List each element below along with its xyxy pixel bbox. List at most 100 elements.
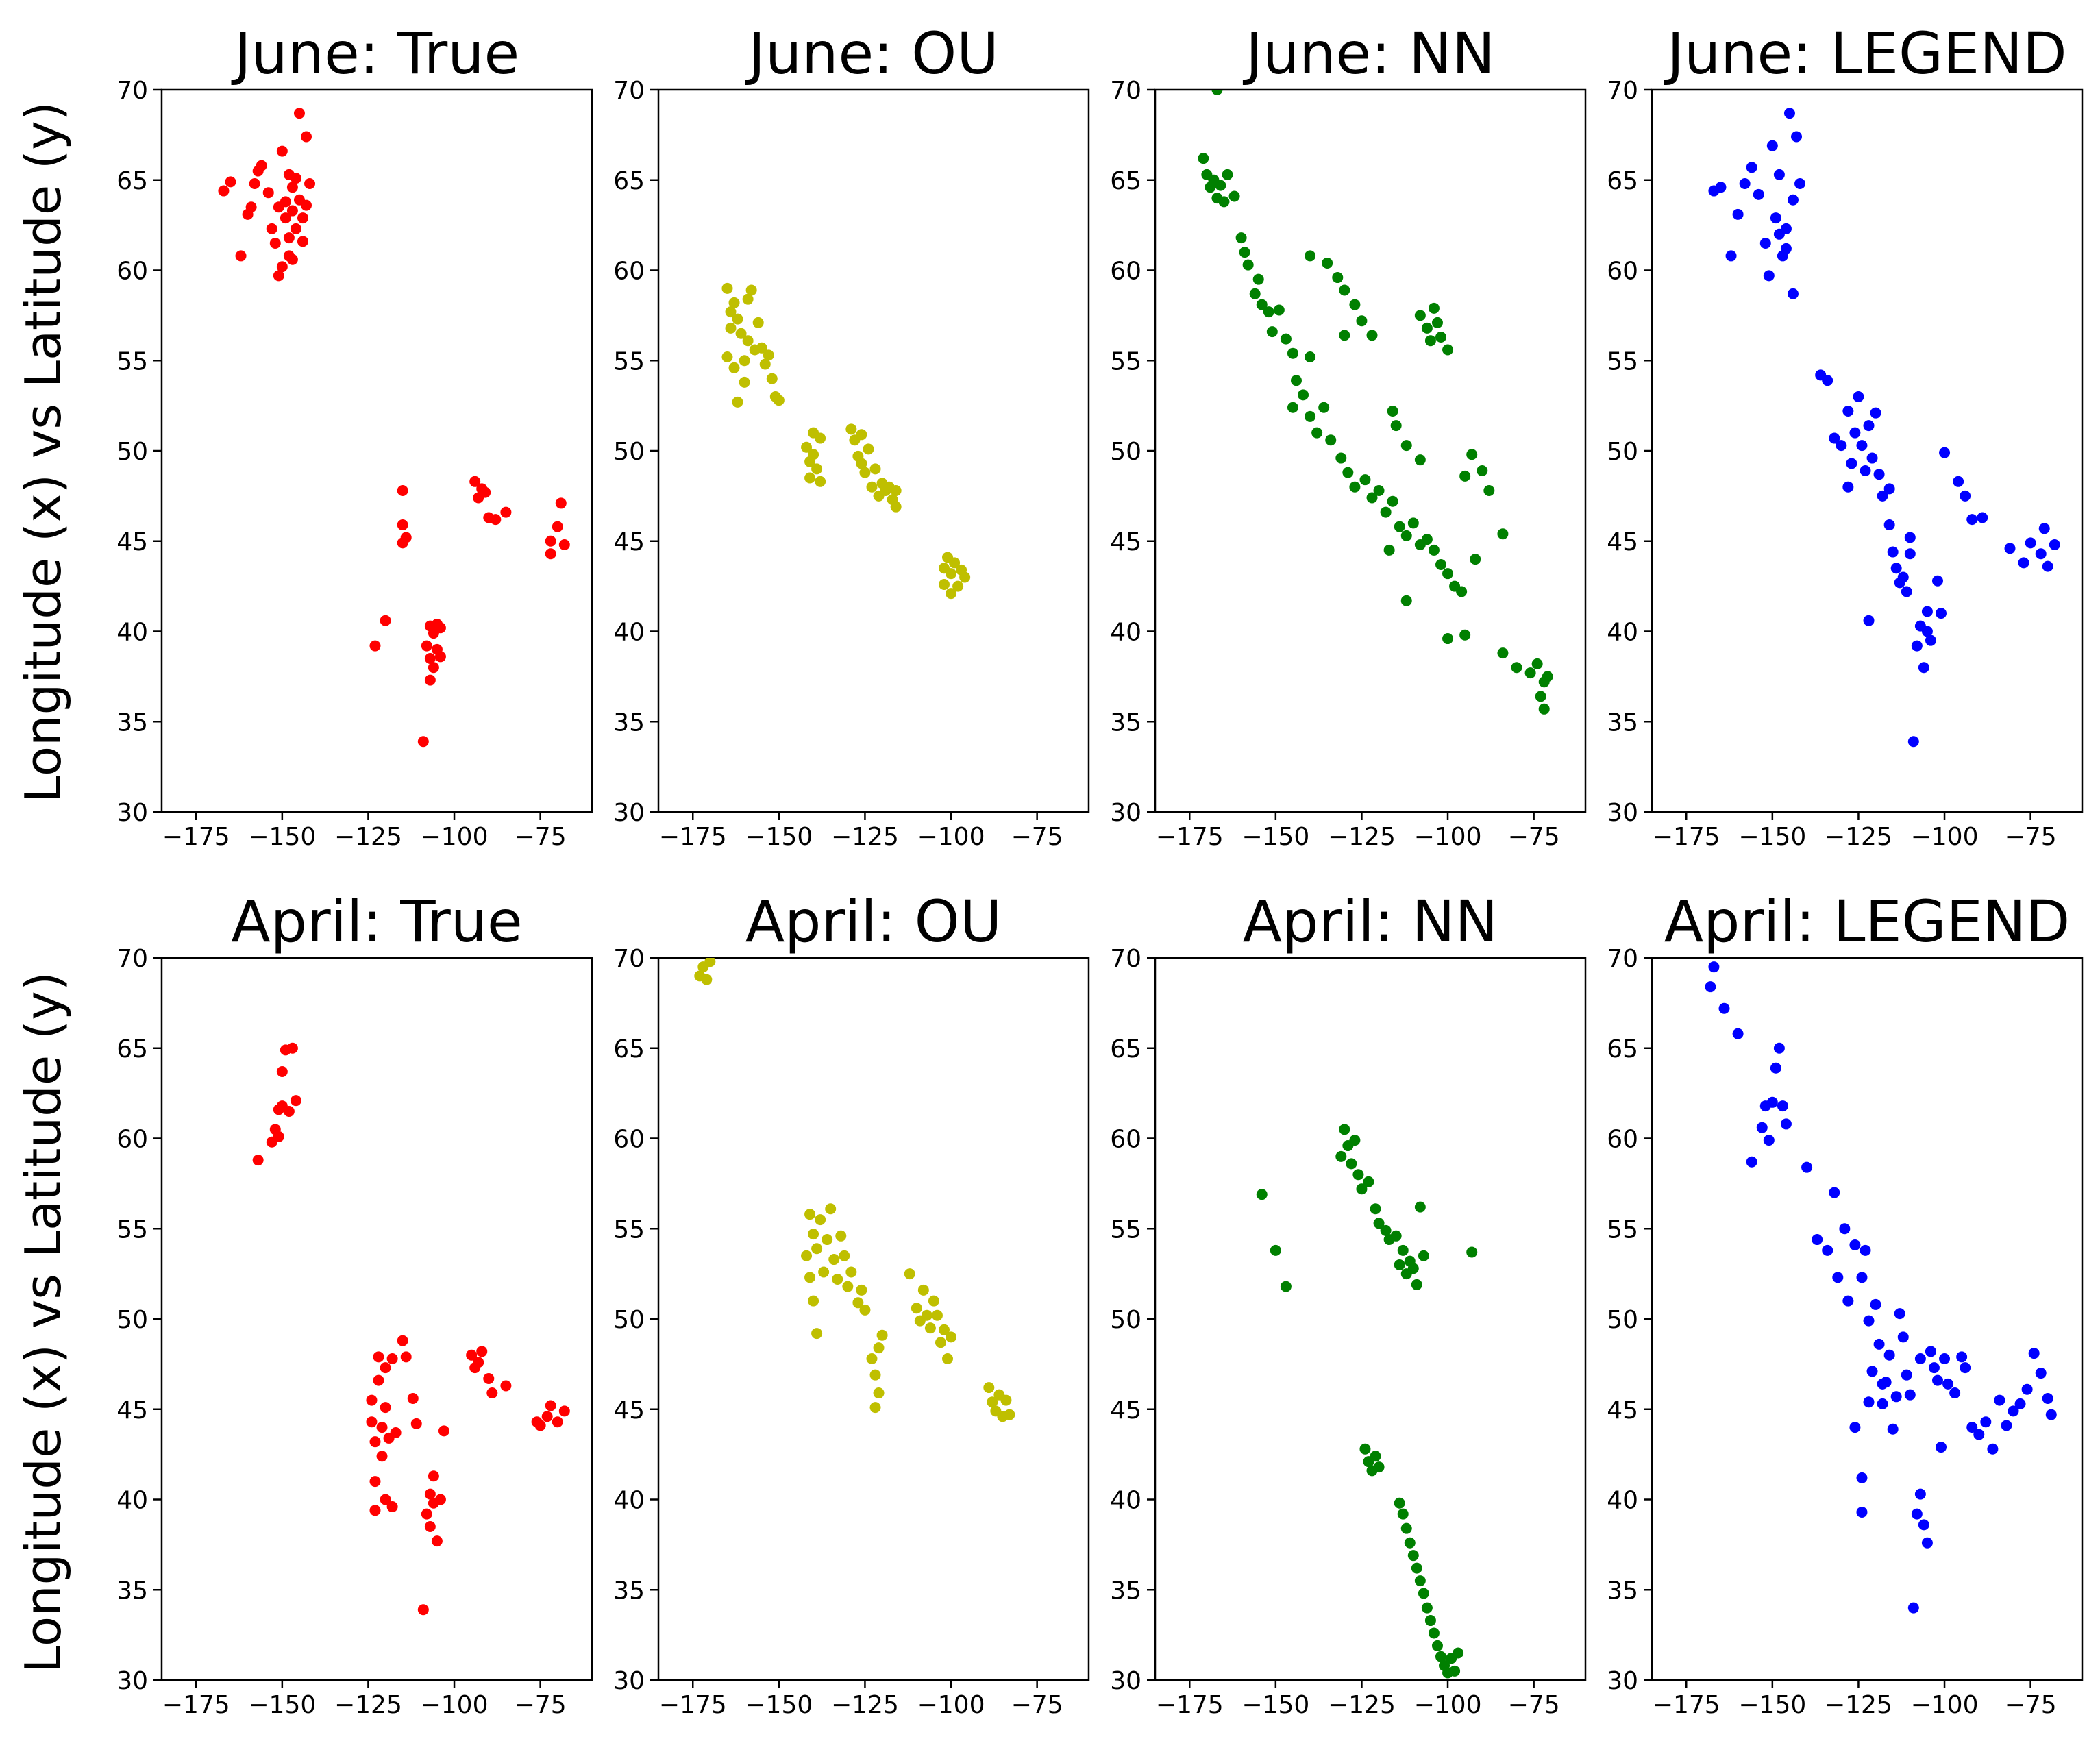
data-point	[1414, 1201, 1426, 1213]
data-point	[1918, 662, 1929, 674]
data-point	[1931, 575, 1943, 587]
data-point	[721, 282, 733, 294]
y-tick-label: 30	[116, 799, 148, 827]
data-point	[1305, 250, 1316, 262]
data-point	[2001, 1420, 2012, 1431]
data-point	[1853, 391, 1864, 402]
data-point	[369, 1476, 381, 1488]
data-point	[1839, 1223, 1851, 1235]
y-tick-label: 60	[1607, 1126, 1638, 1154]
data-point	[1215, 180, 1226, 191]
data-point	[1387, 406, 1398, 417]
data-point	[1256, 1189, 1268, 1200]
data-point	[946, 1331, 957, 1343]
data-point	[1860, 465, 1871, 476]
data-point	[1431, 317, 1443, 328]
y-tick-label: 35	[1110, 1577, 1141, 1605]
data-point	[1863, 1396, 1875, 1408]
data-point	[1349, 299, 1361, 310]
y-tick-label: 55	[613, 347, 645, 375]
data-point	[725, 306, 737, 318]
data-point	[1428, 302, 1440, 314]
data-point	[286, 1042, 298, 1054]
data-point	[1298, 389, 1309, 401]
data-point	[1400, 595, 1412, 606]
scatter-points	[252, 1042, 570, 1616]
x-tick-label: −125	[1825, 1691, 1892, 1719]
panel-title: April: LEGEND	[1664, 888, 2071, 955]
data-point	[276, 1066, 288, 1078]
data-point	[1836, 440, 1847, 452]
data-point	[1977, 512, 1988, 523]
data-point	[1222, 169, 1233, 180]
data-point	[1887, 1423, 1899, 1435]
x-tick-label: −175	[1156, 823, 1224, 851]
data-point	[1939, 447, 1951, 458]
data-point	[262, 187, 274, 199]
data-point	[273, 270, 284, 282]
y-tick-label: 40	[1110, 1487, 1141, 1515]
data-point	[1763, 270, 1775, 282]
data-point	[1459, 470, 1471, 482]
data-point	[290, 223, 301, 234]
data-point	[931, 1309, 943, 1321]
data-point	[1266, 326, 1278, 338]
data-point	[1877, 1378, 1888, 1390]
data-point	[500, 506, 512, 518]
y-tick-label: 60	[613, 1126, 645, 1154]
x-tick-label: −175	[1156, 1691, 1224, 1719]
data-point	[1960, 1362, 1971, 1374]
data-point	[1332, 272, 1344, 284]
data-point	[1339, 330, 1350, 341]
data-point	[811, 463, 823, 475]
y-tick-label: 55	[1110, 347, 1141, 375]
data-point	[1870, 1298, 1881, 1310]
data-point	[801, 1250, 813, 1261]
y-tick-label: 30	[1607, 1667, 1638, 1695]
data-point	[745, 284, 757, 296]
data-point	[2004, 543, 2016, 554]
data-point	[1270, 1244, 1281, 1256]
data-point	[1459, 629, 1471, 641]
data-point	[1822, 1244, 1833, 1256]
data-point	[280, 212, 291, 224]
data-point	[946, 588, 957, 600]
data-point	[1380, 1224, 1392, 1236]
x-tick-label: −100	[421, 823, 489, 851]
data-point	[1249, 288, 1261, 299]
y-tick-label: 65	[613, 1035, 645, 1063]
data-point	[1918, 1519, 1929, 1531]
data-point	[1356, 315, 1368, 327]
data-point	[1877, 1398, 1888, 1409]
data-point	[1387, 495, 1398, 507]
data-point	[266, 223, 277, 234]
y-tick-label: 40	[1110, 619, 1141, 647]
data-point	[1904, 1389, 1916, 1401]
data-point	[1421, 1602, 1433, 1614]
data-point	[1873, 1338, 1885, 1350]
data-point	[1890, 1391, 1902, 1403]
data-point	[431, 1535, 443, 1547]
data-point	[421, 640, 432, 652]
data-point	[1418, 1588, 1429, 1599]
data-point	[869, 1402, 881, 1414]
y-tick-label: 55	[1607, 1216, 1638, 1244]
x-tick-label: −75	[2005, 1691, 2057, 1719]
panel-8: April: LEGEND −175 −150 −125 −100 −75 30 35 40 45…	[1607, 888, 2084, 1719]
y-tick-label: 65	[1607, 167, 1638, 195]
y-tick-label: 45	[613, 1396, 645, 1424]
data-point	[1421, 534, 1433, 545]
axes-frame	[1154, 88, 1587, 813]
data-point	[1497, 647, 1509, 659]
y-tick-label: 55	[613, 1216, 645, 1244]
data-point	[1936, 608, 1947, 619]
x-tick-label: −175	[659, 823, 727, 851]
data-point	[424, 1521, 436, 1533]
data-point	[1904, 532, 1916, 543]
data-point	[890, 501, 902, 513]
axes-frame	[160, 88, 593, 813]
data-point	[1907, 1602, 1919, 1614]
x-tick-label: −75	[515, 823, 567, 851]
data-point	[728, 297, 740, 308]
y-tick-label: 35	[116, 1577, 148, 1605]
